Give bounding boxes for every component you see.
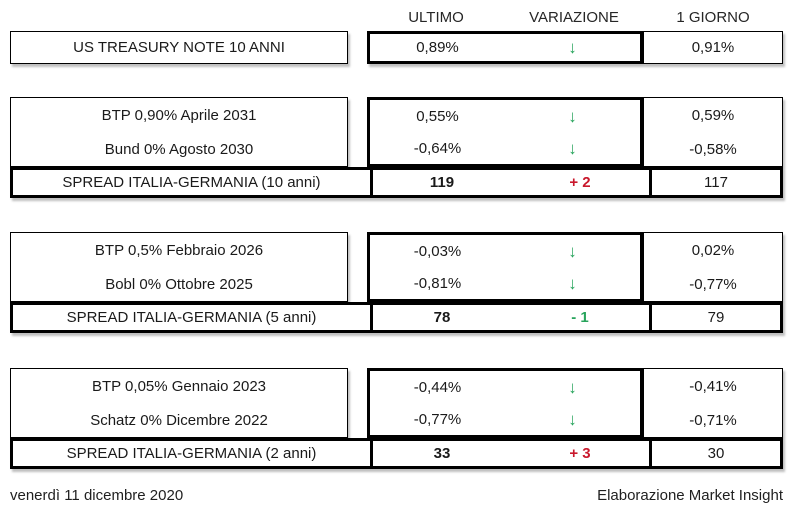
spread-ultimo-value: 33 (433, 445, 451, 462)
spread-row-5y: SPREAD ITALIA-GERMANIA (5 anni) 78 - 1 7… (10, 302, 783, 333)
spread-giorno-value: 117 (649, 170, 780, 195)
spread-variazione-value: + 2 (569, 174, 591, 191)
spread-row-2y: SPREAD ITALIA-GERMANIA (2 anni) 33 + 3 3… (10, 438, 783, 469)
bond-giorno-box-5y: 0,02% -0,77% (643, 232, 783, 302)
bond-labels-box-5y: BTP 0,5% Febbraio 2026 Bobl 0% Ottobre 2… (10, 232, 348, 302)
bond-row-label: Bund 0% Agosto 2030 (104, 140, 254, 158)
bond-labels-box-10y: BTP 0,90% Aprile 2031 Bund 0% Agosto 203… (10, 97, 348, 167)
bond-row-label: BTP 0,90% Aprile 2031 (101, 106, 257, 124)
down-arrow-icon: ↓ (568, 273, 577, 293)
down-arrow-icon: ↓ (568, 241, 577, 261)
ultimo-value: -0,77% (413, 410, 462, 428)
bond-giorno-box-10y: 0,59% -0,58% (643, 97, 783, 167)
down-arrow-icon: ↓ (568, 409, 577, 429)
us-treasury-label-box: US TREASURY NOTE 10 ANNI (10, 31, 348, 64)
spread-variazione-value: - 1 (571, 309, 589, 326)
bond-row-label: US TREASURY NOTE 10 ANNI (73, 39, 285, 56)
spread-ultimo-value: 78 (433, 309, 451, 326)
footer-date: venerdì 11 dicembre 2020 (10, 487, 184, 504)
spread-ultimo-value: 119 (429, 174, 455, 191)
down-arrow-icon: ↓ (568, 377, 577, 397)
giorno-value: -0,41% (689, 377, 737, 395)
spread-label: SPREAD ITALIA-GERMANIA (10 anni) (62, 174, 321, 191)
bond-giorno-box-2y: -0,41% -0,71% (643, 368, 783, 438)
ultimo-value: -0,81% (413, 274, 462, 292)
down-arrow-icon: ↓ (568, 38, 577, 57)
ultimo-value: -0,03% (413, 242, 462, 260)
ultimo-value: 0,89% (416, 39, 459, 56)
down-arrow-icon: ↓ (568, 106, 577, 126)
column-header-ultimo: ULTIMO (408, 8, 464, 26)
giorno-value: -0,71% (689, 411, 737, 429)
bond-values-box-2y: -0,44% ↓ -0,77% ↓ (367, 368, 643, 438)
ultimo-value: 0,55% (416, 107, 459, 125)
ultimo-value: -0,44% (413, 378, 462, 396)
giorno-value: -0,58% (689, 140, 737, 158)
giorno-value: -0,77% (689, 275, 737, 293)
us-treasury-values-box: 0,89% ↓ (367, 31, 643, 64)
spread-giorno-value: 79 (649, 305, 780, 330)
us-treasury-giorno-box: 0,91% (643, 31, 783, 64)
giorno-value: 0,91% (691, 39, 735, 56)
bond-values-box-10y: 0,55% ↓ -0,64% ↓ (367, 97, 643, 167)
spread-label: SPREAD ITALIA-GERMANIA (5 anni) (66, 309, 317, 326)
bond-row-label: BTP 0,5% Febbraio 2026 (94, 241, 264, 259)
spread-row-10y: SPREAD ITALIA-GERMANIA (10 anni) 119 + 2… (10, 167, 783, 198)
bond-row-label: Bobl 0% Ottobre 2025 (105, 275, 253, 293)
column-header-variazione: VARIAZIONE (529, 8, 619, 26)
ultimo-value: -0,64% (413, 139, 462, 157)
spread-giorno-value: 30 (649, 441, 780, 466)
bond-row-label: Schatz 0% Dicembre 2022 (90, 411, 268, 429)
down-arrow-icon: ↓ (568, 138, 577, 158)
bond-row-label: BTP 0,05% Gennaio 2023 (91, 377, 267, 395)
column-header-1-giorno: 1 GIORNO (676, 8, 750, 26)
bond-values-box-5y: -0,03% ↓ -0,81% ↓ (367, 232, 643, 302)
spread-label: SPREAD ITALIA-GERMANIA (2 anni) (66, 445, 317, 462)
giorno-value: 0,02% (691, 241, 735, 259)
footer-credit: Elaborazione Market Insight (597, 487, 783, 504)
bond-labels-box-2y: BTP 0,05% Gennaio 2023 Schatz 0% Dicembr… (10, 368, 348, 438)
giorno-value: 0,59% (691, 106, 735, 124)
spread-variazione-value: + 3 (569, 445, 591, 462)
